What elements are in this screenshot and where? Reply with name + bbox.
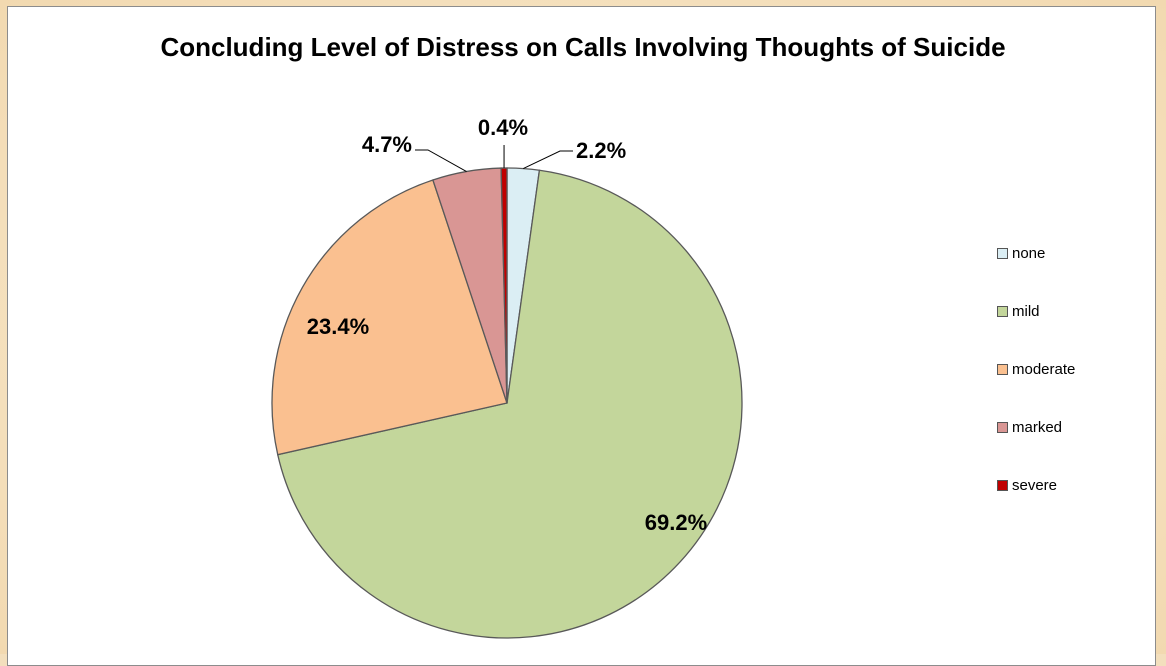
leader-line-marked xyxy=(415,149,467,172)
data-label-none: 2.2% xyxy=(576,138,626,163)
data-label-moderate: 23.4% xyxy=(307,314,369,339)
chart-title: Concluding Level of Distress on Calls In… xyxy=(160,32,1006,62)
legend-label: moderate xyxy=(1012,360,1076,378)
data-label-marked: 4.7% xyxy=(362,132,412,157)
legend-label: severe xyxy=(1012,476,1058,494)
data-label-mild: 69.2% xyxy=(645,510,707,535)
legend-swatch xyxy=(997,421,1008,433)
legend-label: none xyxy=(1012,244,1046,262)
legend-item-none: none xyxy=(997,243,1045,263)
pie-slice-moderate xyxy=(271,179,508,456)
legend-item-severe: severe xyxy=(997,475,1057,495)
legend-swatch xyxy=(997,247,1008,259)
pie-slice-mild xyxy=(276,169,743,639)
data-label-severe: 0.4% xyxy=(478,115,528,140)
legend-label: marked xyxy=(1012,418,1063,436)
legend-item-moderate: moderate xyxy=(997,359,1075,379)
leader-line-none xyxy=(523,150,573,170)
legend-swatch xyxy=(997,305,1008,317)
legend-item-marked: marked xyxy=(997,417,1062,437)
legend-item-mild: mild xyxy=(997,301,1040,321)
legend-swatch xyxy=(997,363,1008,375)
legend-label: mild xyxy=(1012,302,1040,320)
legend-swatch xyxy=(997,479,1008,491)
